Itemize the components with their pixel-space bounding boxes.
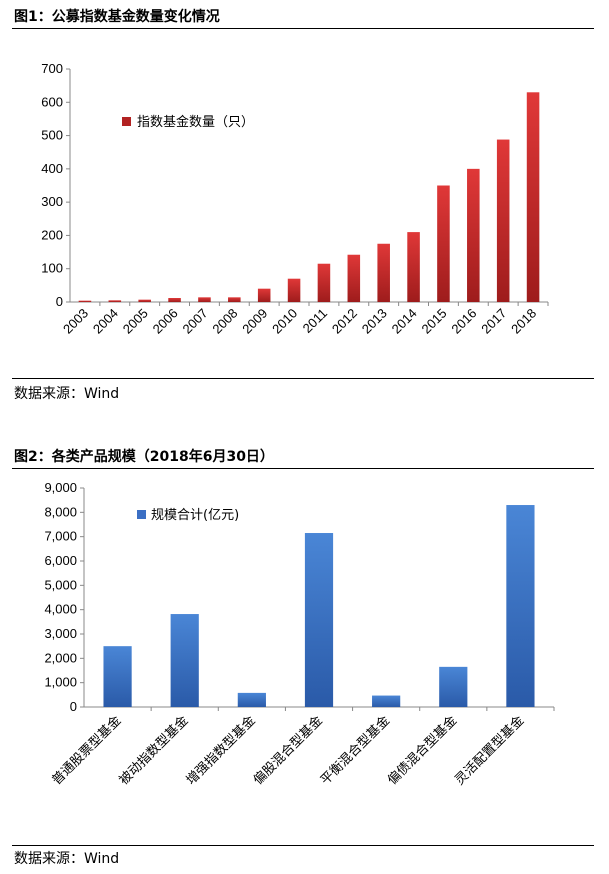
c1-x-tick-label: 2006	[150, 306, 181, 337]
c1-x-tick-label: 2004	[90, 306, 121, 337]
c2-y-tick-label: 5,000	[44, 577, 77, 592]
c1-bar-12	[407, 232, 420, 302]
c1-y-tick-label: 100	[41, 261, 63, 276]
c1-bar-5	[198, 297, 211, 302]
c2-x-tick-label: 增强指数型基金	[183, 713, 259, 789]
c1-bar-1	[78, 300, 92, 302]
c1-bar-4	[168, 298, 181, 302]
c1-bar-13	[437, 185, 450, 302]
c1-x-tick-label: 2012	[329, 306, 360, 337]
c1-x-tick-label: 2008	[209, 306, 240, 337]
c1-bar-14	[467, 168, 480, 302]
chart1-legend-label: 指数基金数量（只）	[137, 114, 254, 130]
c2-y-tick-label: 7,000	[44, 529, 77, 544]
c1-x-tick-label: 2017	[478, 306, 509, 337]
figure2-top-rule	[12, 468, 594, 469]
c2-bar-5	[372, 695, 401, 707]
c2-bar-1	[103, 646, 132, 707]
c1-bar-2	[108, 300, 122, 302]
c2-bar-7	[506, 505, 535, 707]
c1-x-tick-label: 2016	[448, 306, 479, 337]
c1-x-tick-label: 2003	[60, 306, 91, 337]
c2-y-tick-label: 8,000	[44, 504, 77, 519]
c1-bar-10	[347, 254, 361, 302]
c1-x-tick-label: 2011	[300, 306, 330, 336]
c1-bar-11	[377, 243, 390, 302]
chart2-product-scale: 普通股票型基金被动指数型基金增强指数型基金偏股混合型基金平衡混合型基金偏债混合型…	[44, 480, 555, 789]
c2-x-tick-label: 平衡混合型基金	[317, 713, 393, 789]
figure2-bottom-rule	[12, 845, 594, 846]
c2-bar-6	[439, 666, 468, 707]
c2-y-tick-label: 3,000	[44, 626, 77, 641]
c2-x-tick-label: 偏股混合型基金	[250, 713, 326, 789]
c1-x-tick-label: 2005	[120, 306, 151, 337]
c1-y-tick-label: 500	[41, 128, 63, 143]
c2-y-tick-label: 0	[70, 699, 77, 714]
c1-x-tick-label: 2010	[269, 306, 300, 337]
c1-x-tick-label: 2014	[389, 306, 420, 337]
c1-y-tick-label: 300	[41, 194, 63, 209]
chart1-legend-swatch	[122, 117, 131, 126]
figure1-bottom-rule	[12, 378, 594, 379]
c1-x-tick-label: 2013	[359, 306, 390, 337]
c1-bar-16	[526, 92, 540, 302]
figure1-top-rule	[12, 28, 594, 29]
c2-bar-4	[304, 533, 334, 707]
c1-bar-3	[138, 299, 151, 302]
figure1-title: 图1：公募指数基金数量变化情况	[14, 9, 220, 25]
c2-bar-3	[237, 692, 266, 707]
c2-y-tick-label: 1,000	[44, 675, 77, 690]
c2-x-tick-label: 灵活配置型基金	[452, 713, 528, 789]
c1-bar-6	[228, 297, 241, 302]
figure1-source: 数据来源：Wind	[14, 386, 120, 402]
c1-x-tick-label: 2015	[419, 306, 450, 337]
c2-y-tick-label: 9,000	[44, 480, 77, 495]
c1-y-tick-label: 400	[41, 161, 63, 176]
c2-y-tick-label: 4,000	[44, 602, 77, 617]
c2-x-tick-label: 普通股票型基金	[49, 713, 125, 789]
c2-x-tick-label: 被动指数型基金	[116, 713, 192, 789]
c1-x-tick-label: 2018	[508, 306, 539, 337]
c1-bar-7	[257, 288, 271, 302]
c2-bar-2	[170, 614, 199, 707]
c1-bar-8	[287, 278, 301, 302]
c1-y-tick-label: 200	[41, 227, 63, 242]
c1-y-tick-label: 700	[41, 61, 63, 76]
figure2-title: 图2：各类产品规模（2018年6月30日）	[14, 449, 274, 465]
c1-y-tick-label: 600	[41, 94, 63, 109]
c1-x-tick-label: 2007	[180, 306, 211, 337]
c1-bar-15	[496, 139, 510, 302]
chart2-legend-swatch	[137, 510, 146, 519]
c1-x-tick-label: 2009	[239, 306, 270, 337]
c2-y-tick-label: 2,000	[44, 650, 77, 665]
figure2-source: 数据来源：Wind	[14, 851, 120, 867]
c2-y-tick-label: 6,000	[44, 553, 77, 568]
c2-x-tick-label: 偏债混合型基金	[384, 713, 460, 789]
c1-bar-9	[317, 263, 331, 302]
chart2-legend-label: 规模合计(亿元)	[151, 508, 239, 523]
c1-y-tick-label: 0	[56, 294, 63, 309]
